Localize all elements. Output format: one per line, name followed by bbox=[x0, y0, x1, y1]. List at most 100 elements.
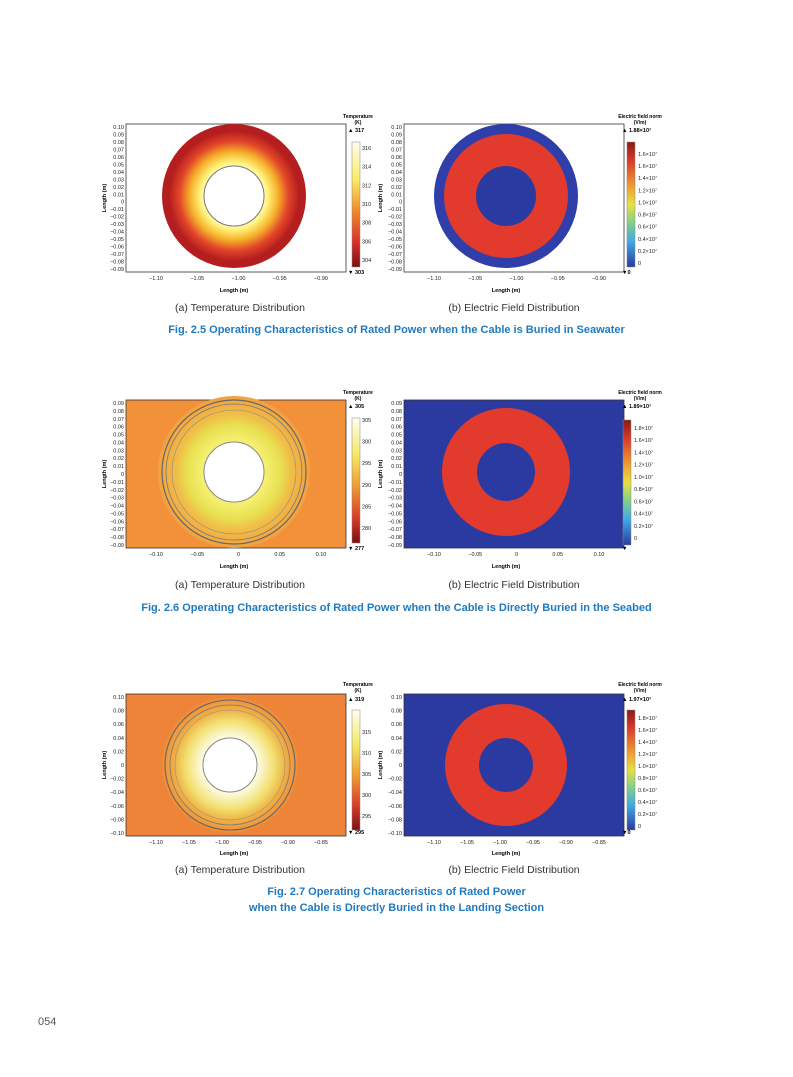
legend-tick-label: 314 bbox=[362, 165, 371, 171]
x-tick-label: 0.10 bbox=[594, 552, 605, 558]
legend-tick-label: 1.6×10⁷ bbox=[634, 437, 653, 444]
fig27-efield-legend-title-2: (V/m) bbox=[634, 688, 647, 694]
fig26-temp-subcaption: (a) Temperature Distribution bbox=[175, 579, 305, 591]
y-tick-label: −0.08 bbox=[388, 817, 402, 823]
y-tick-label: −0.09 bbox=[388, 267, 402, 273]
x-tick-label: −1.05 bbox=[460, 840, 474, 846]
fig25-temp-subcaption: (a) Temperature Distribution bbox=[175, 302, 305, 314]
x-tick-label: −1.10 bbox=[427, 276, 441, 282]
y-tick-label: 0.02 bbox=[113, 749, 124, 755]
y-tick-label: 0 bbox=[399, 763, 402, 769]
y-tick-label: 0.02 bbox=[391, 185, 402, 191]
y-tick-label: −0.01 bbox=[388, 207, 402, 213]
y-tick-label: 0.08 bbox=[391, 140, 402, 146]
x-tick-label: −0.90 bbox=[592, 276, 606, 282]
y-tick-label: −0.06 bbox=[388, 804, 402, 810]
x-tick-label: −1.05 bbox=[468, 276, 482, 282]
y-tick-label: 0.10 bbox=[113, 695, 124, 701]
y-tick-label: −0.09 bbox=[110, 543, 124, 549]
fig27-temp-subcaption: (a) Temperature Distribution bbox=[175, 864, 305, 876]
y-tick-label: 0 bbox=[121, 763, 124, 769]
y-tick-label: 0.07 bbox=[391, 417, 402, 423]
fig26-efield-ylabel: Length (m) bbox=[378, 460, 384, 489]
y-tick-label: −0.08 bbox=[110, 535, 124, 541]
x-tick-label: −1.05 bbox=[182, 840, 196, 846]
y-tick-label: −0.06 bbox=[388, 519, 402, 525]
fig27-efield-legend-ticks: 1.8×10⁷ 1.6×10⁷ 1.4×10⁷ 1.2×10⁷ 1.0×10⁷ 0.8×1… bbox=[638, 715, 657, 830]
y-tick-label: −0.09 bbox=[110, 267, 124, 273]
x-tick-label: −0.85 bbox=[314, 840, 328, 846]
fig25-temp-legend-title-2: (K) bbox=[355, 120, 362, 126]
fig26-temp-yticks: 0.09 0.08 0.07 0.06 0.050.04 0.03 0.02 0.01 0 −0.… bbox=[110, 401, 124, 549]
legend-tick-label: 280 bbox=[362, 526, 371, 532]
fig26-temperature-plot: 0.090.080.070.060.050.040.030.020.010−0.… bbox=[102, 390, 373, 570]
fig25-efield-xlabel: Length (m) bbox=[492, 288, 521, 294]
legend-tick-label: 290 bbox=[362, 483, 371, 489]
legend-tick-label: 1.8×10⁷ bbox=[634, 425, 653, 432]
y-tick-label: 0.07 bbox=[113, 417, 124, 423]
y-tick-label: −0.02 bbox=[110, 488, 124, 494]
y-tick-label: 0.03 bbox=[391, 448, 402, 454]
legend-tick-label: 0.2×10⁷ bbox=[638, 811, 657, 818]
page-number: 054 bbox=[38, 1016, 57, 1028]
fig25-efield-legend-ticks: 1.6×10⁷ 1.6×10⁷ 1.4×10⁷ 1.2×10⁷ 1.0×10⁷ 0.8×1… bbox=[638, 151, 657, 267]
y-tick-label: 0.10 bbox=[391, 695, 402, 701]
fig26-efield-plot: 0.090.080.070.060.050.040.030.020.010−0.… bbox=[378, 390, 662, 570]
y-tick-label: −0.08 bbox=[388, 535, 402, 541]
y-tick-label: −0.01 bbox=[110, 207, 124, 213]
y-tick-label: −0.03 bbox=[110, 496, 124, 502]
y-tick-label: 0.04 bbox=[391, 440, 402, 446]
y-tick-label: −0.07 bbox=[388, 527, 402, 533]
x-tick-label: −0.95 bbox=[551, 276, 565, 282]
y-tick-label: 0.01 bbox=[391, 192, 402, 198]
y-tick-label: 0 bbox=[121, 472, 124, 478]
legend-tick-label: 1.8×10⁷ bbox=[638, 715, 657, 722]
y-tick-label: 0.10 bbox=[113, 125, 124, 131]
y-tick-label: −0.10 bbox=[110, 831, 124, 837]
y-tick-label: 0.03 bbox=[113, 448, 124, 454]
y-tick-label: 0.07 bbox=[391, 147, 402, 153]
y-tick-label: 0.04 bbox=[113, 440, 124, 446]
fig26-efield-subcaption: (b) Electric Field Distribution bbox=[448, 579, 580, 591]
y-tick-label: −0.02 bbox=[388, 488, 402, 494]
legend-tick-label: 0.8×10⁷ bbox=[638, 775, 657, 782]
y-tick-label: 0.10 bbox=[391, 125, 402, 131]
legend-tick-label: 0 bbox=[638, 261, 641, 267]
legend-tick-label: 0.4×10⁷ bbox=[634, 511, 653, 518]
fig27-temperature-plot: 0.10 0.08 0.06 0.04 0.02 0 −0.02 −0.04 −0.06 −0.0… bbox=[102, 682, 373, 857]
fig27-efield-legend-max: ▲ 1.97×10⁷ bbox=[622, 697, 652, 703]
legend-tick-label: 0.8×10⁷ bbox=[634, 486, 653, 493]
fig25-efield-yticks: 0.100.09 0.080.07 0.060.05 0.040.03 0.020.01… bbox=[388, 125, 402, 273]
y-tick-label: −0.05 bbox=[388, 511, 402, 517]
fig26-efield-legend-min: ▼ bbox=[622, 546, 627, 552]
legend-tick-label: 0 bbox=[638, 824, 641, 830]
y-tick-label: 0.06 bbox=[113, 425, 124, 431]
fig27-efield-plot: 0.10 0.08 0.06 0.04 0.02 0 −0.02 −0.04 −0.06 −0.0… bbox=[378, 682, 662, 857]
y-tick-label: −0.02 bbox=[388, 777, 402, 783]
y-tick-label: 0.08 bbox=[391, 409, 402, 415]
y-tick-label: 0.03 bbox=[391, 177, 402, 183]
x-tick-label: −1.00 bbox=[232, 276, 246, 282]
fig26-temp-ylabel: Length (m) bbox=[102, 460, 108, 489]
y-tick-label: 0.02 bbox=[113, 456, 124, 462]
y-tick-label: 0.08 bbox=[113, 709, 124, 715]
x-tick-label: −0.90 bbox=[281, 840, 295, 846]
legend-tick-label: 1.4×10⁷ bbox=[638, 739, 657, 746]
y-tick-label: 0.02 bbox=[391, 456, 402, 462]
legend-tick-label: 300 bbox=[362, 440, 371, 446]
fig25-efield-legend-min: ▼0 bbox=[622, 270, 631, 276]
y-tick-label: 0.03 bbox=[113, 177, 124, 183]
y-tick-label: 0.09 bbox=[391, 401, 402, 407]
y-tick-label: 0.01 bbox=[391, 464, 402, 470]
fig25-temp-yticks: 0.100.09 0.080.07 0.060.05 0.040.03 0.020.01… bbox=[110, 125, 124, 273]
y-tick-label: −0.04 bbox=[388, 504, 402, 510]
fig26-temp-legend-title-1: Temperature bbox=[343, 390, 373, 396]
y-tick-label: 0 bbox=[399, 472, 402, 478]
fig27-temp-xticks: −1.10 −1.05 −1.00 −0.95 −0.90 −0.85 bbox=[149, 840, 328, 846]
fig26-efield-xlabel: Length (m) bbox=[492, 564, 521, 570]
legend-tick-label: 304 bbox=[362, 258, 371, 264]
legend-tick-label: 0.6×10⁷ bbox=[638, 224, 657, 231]
legend-tick-label: 310 bbox=[362, 202, 371, 208]
fig27-efield-ylabel: Length (m) bbox=[378, 751, 384, 780]
y-tick-label: 0.02 bbox=[391, 749, 402, 755]
